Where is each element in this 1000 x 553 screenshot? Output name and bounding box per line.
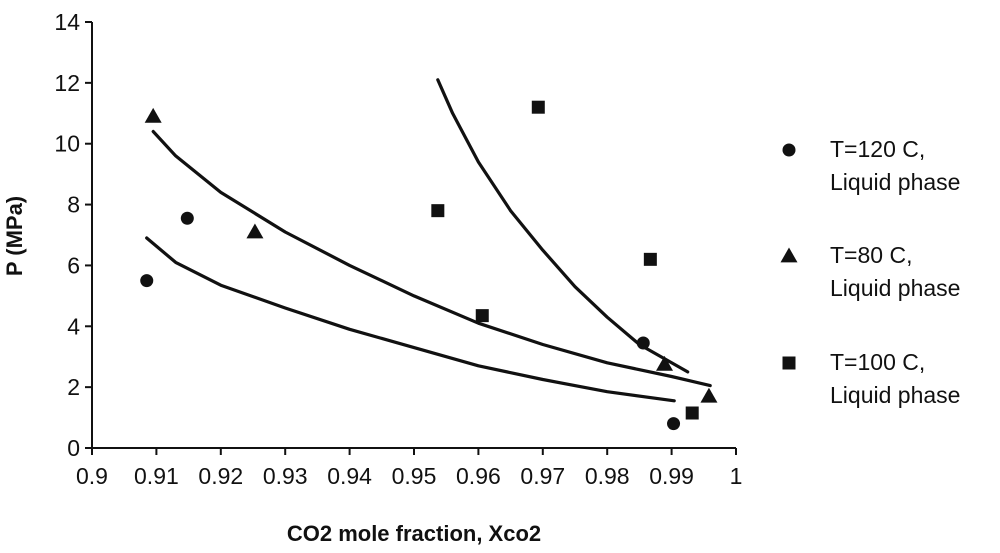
x-tick-label: 0.93	[263, 463, 308, 489]
y-tick-label: 0	[67, 435, 80, 461]
y-tick-label: 8	[67, 192, 80, 218]
fit-curve-square	[436, 78, 690, 374]
x-tick-label: 0.91	[134, 463, 179, 489]
data-point-circle	[140, 274, 154, 288]
x-tick-label: 1	[730, 463, 743, 489]
x-tick-label: 0.98	[585, 463, 630, 489]
y-tick-label: 12	[54, 70, 80, 96]
data-point-triangle	[246, 223, 264, 239]
legend-marker-square	[782, 356, 796, 370]
data-point-square	[643, 252, 657, 266]
legend-label: T=100 C, Liquid phase	[830, 349, 960, 408]
data-point-square	[685, 406, 699, 420]
fit-curves	[145, 78, 712, 403]
data-point-circle	[180, 211, 194, 225]
fit-curve-circle	[145, 236, 676, 403]
y-tick-label: 14	[54, 9, 80, 35]
data-point-square	[431, 204, 445, 218]
data-point-circle	[667, 417, 681, 431]
x-tick-label: 0.94	[327, 463, 372, 489]
x-tick-label: 0.97	[520, 463, 565, 489]
x-tick-label: 0.99	[649, 463, 694, 489]
y-tick-label: 6	[67, 252, 80, 278]
plot-axes: 0.9 0.91 0.92 0.93 0.94 0.95 0.96 0.97 0.98 0.99 1…	[54, 9, 742, 489]
data-point-circle	[636, 336, 650, 350]
y-tick-label: 4	[67, 313, 80, 339]
data-point-triangle	[144, 107, 162, 123]
x-tick-label: 0.92	[198, 463, 243, 489]
legend: T=120 C, Liquid phase T=80 C, Liquid phase T…	[780, 136, 960, 408]
fit-curve-triangle	[151, 129, 712, 388]
data-point-square	[531, 100, 545, 114]
legend-label: T=120 C, Liquid phase	[830, 136, 960, 195]
legend-label: T=80 C, Liquid phase	[830, 242, 960, 301]
y-axis-title: P (MPa)	[2, 196, 27, 276]
legend-marker-triangle	[780, 247, 798, 263]
legend-marker-circle	[782, 143, 796, 157]
y-tick-label: 2	[67, 374, 80, 400]
x-tick-label: 0.95	[392, 463, 437, 489]
data-point-triangle	[700, 387, 718, 403]
x-tick-label: 0.9	[76, 463, 108, 489]
data-point-square	[475, 309, 489, 323]
data-point-triangle	[656, 355, 674, 371]
x-tick-label: 0.96	[456, 463, 501, 489]
data-markers	[140, 100, 718, 431]
y-tick-label: 10	[54, 131, 80, 157]
x-axis-title: CO2 mole fraction, Xco2	[287, 521, 541, 546]
